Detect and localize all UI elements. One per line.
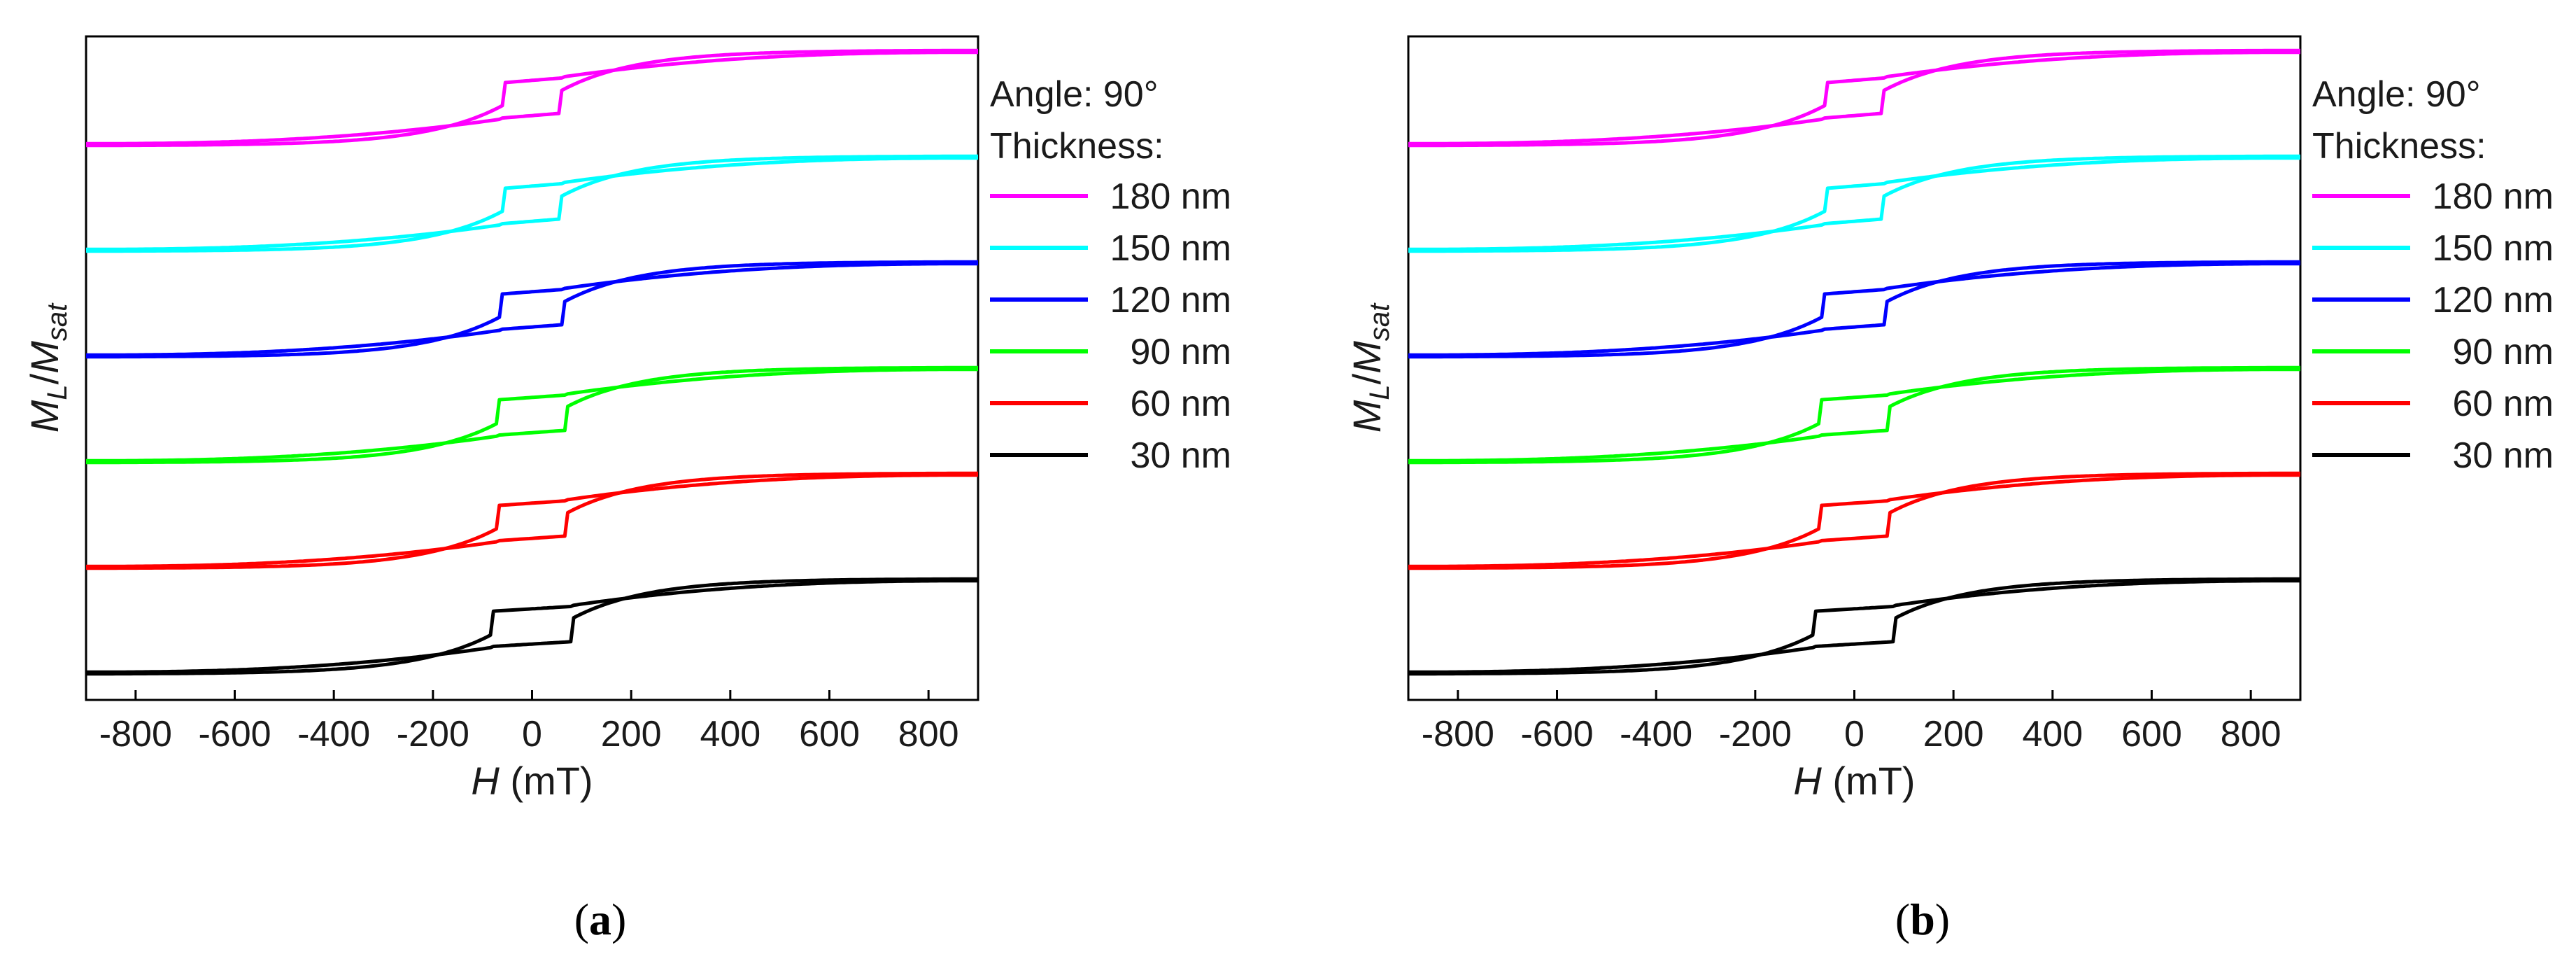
series-1-descending-branch bbox=[1408, 156, 2300, 253]
series-2-ascending-branch bbox=[86, 260, 978, 357]
x-tick-label: 400 bbox=[700, 714, 760, 755]
series-1-ascending-branch bbox=[1408, 154, 2300, 251]
x-axis-unit: (mT) bbox=[1822, 759, 1916, 803]
x-tick-label: 600 bbox=[2121, 714, 2182, 755]
x-tick-label: -800 bbox=[99, 714, 172, 755]
x-tick-label: 0 bbox=[1844, 714, 1864, 755]
caption-letter: b bbox=[1910, 895, 1935, 944]
x-tick-label: 400 bbox=[2022, 714, 2083, 755]
legend-entry: 60 nm bbox=[1130, 384, 1231, 424]
x-tick-label: 200 bbox=[1923, 714, 1984, 755]
legend-entry: 120 nm bbox=[1110, 280, 1231, 321]
y-axis-label: ML/Msat bbox=[22, 302, 73, 433]
x-tick-label: -200 bbox=[397, 714, 469, 755]
legend: Angle: 90° Thickness: 180 nm 150 nm 120 nm 90… bbox=[2312, 74, 2554, 476]
y-label-m: M bbox=[1345, 400, 1389, 433]
series-2-descending-branch bbox=[86, 262, 978, 359]
x-tick-label: -600 bbox=[198, 714, 271, 755]
y-label-slash: / bbox=[22, 373, 66, 384]
legend-entry: 150 nm bbox=[1110, 228, 1231, 269]
legend-entry: 30 nm bbox=[1130, 435, 1231, 476]
legend-heading-thickness: Thickness: bbox=[2312, 126, 2486, 167]
series-1-descending-branch bbox=[86, 156, 978, 253]
caption-letter: a bbox=[589, 895, 611, 944]
series-4-ascending-branch bbox=[86, 471, 978, 568]
x-axis-label: H (mT) bbox=[471, 759, 593, 803]
series-0-descending-branch bbox=[1408, 50, 2300, 148]
y-label-sub-sat: sat bbox=[42, 302, 73, 341]
series-2-ascending-branch bbox=[1408, 260, 2300, 357]
series-3-descending-branch bbox=[1408, 367, 2300, 465]
legend-entry: 60 nm bbox=[2452, 384, 2554, 424]
caption-close: ) bbox=[1935, 895, 1950, 944]
y-axis-label: ML/Msat bbox=[1345, 302, 1395, 433]
series-0-descending-branch bbox=[86, 50, 978, 148]
x-axis-label: H (mT) bbox=[1793, 759, 1915, 803]
x-tick-label: 800 bbox=[2221, 714, 2281, 755]
series-2-descending-branch bbox=[1408, 262, 2300, 359]
y-label-slash: / bbox=[1345, 373, 1389, 384]
x-tick-label: -200 bbox=[1719, 714, 1792, 755]
series-5-ascending-branch bbox=[86, 577, 979, 674]
legend-entry: 90 nm bbox=[2452, 332, 2554, 372]
series-4-descending-branch bbox=[1408, 473, 2300, 570]
series-0-ascending-branch bbox=[1408, 48, 2300, 146]
y-label-m: M bbox=[22, 400, 66, 433]
legend-heading-angle: Angle: 90° bbox=[990, 74, 1159, 115]
legend-heading-thickness: Thickness: bbox=[990, 126, 1164, 167]
x-axis-unit: (mT) bbox=[500, 759, 593, 803]
x-tick-label: 200 bbox=[601, 714, 662, 755]
y-label-sub-sat: sat bbox=[1364, 302, 1395, 341]
series-5-descending-branch bbox=[85, 579, 978, 676]
x-tick-label: 800 bbox=[898, 714, 959, 755]
series-3-ascending-branch bbox=[86, 365, 978, 463]
series-5-descending-branch bbox=[1408, 579, 2300, 676]
legend-heading-angle: Angle: 90° bbox=[2312, 74, 2481, 115]
legend-entry: 180 nm bbox=[2433, 176, 2554, 217]
x-tick-label: 0 bbox=[522, 714, 542, 755]
caption-open: ( bbox=[574, 895, 589, 944]
series-4-ascending-branch bbox=[1408, 471, 2300, 568]
x-tick-label: -600 bbox=[1520, 714, 1593, 755]
y-label-m2: M bbox=[22, 341, 66, 374]
legend-entry: 30 nm bbox=[2452, 435, 2554, 476]
x-tick-label: -800 bbox=[1422, 714, 1494, 755]
legend-entry: 150 nm bbox=[2433, 228, 2554, 269]
y-label-sub-l: L bbox=[1364, 384, 1395, 400]
y-label-m2: M bbox=[1345, 341, 1389, 374]
series-1-ascending-branch bbox=[86, 154, 978, 251]
y-label-sub-l: L bbox=[42, 384, 73, 400]
legend-entry: 120 nm bbox=[2433, 280, 2554, 321]
panel-caption: (b) bbox=[1895, 895, 1950, 944]
legend-entry: 180 nm bbox=[1110, 176, 1231, 217]
series-4-descending-branch bbox=[86, 473, 978, 570]
panel-caption: (a) bbox=[574, 895, 627, 944]
caption-close: ) bbox=[611, 895, 626, 944]
caption-open: ( bbox=[1895, 895, 1910, 944]
series-3-descending-branch bbox=[86, 367, 978, 465]
legend-entry: 90 nm bbox=[1130, 332, 1231, 372]
x-tick-label: -400 bbox=[297, 714, 370, 755]
x-tick-label: -400 bbox=[1620, 714, 1692, 755]
series-3-ascending-branch bbox=[1408, 365, 2300, 463]
series-0-ascending-branch bbox=[86, 48, 978, 146]
x-axis-symbol: H bbox=[1793, 759, 1822, 803]
x-axis-symbol: H bbox=[471, 759, 500, 803]
x-tick-label: 600 bbox=[799, 714, 860, 755]
series-5-ascending-branch bbox=[1408, 577, 2301, 674]
legend: Angle: 90° Thickness: 180 nm 150 nm 120 nm 90… bbox=[990, 74, 1231, 476]
